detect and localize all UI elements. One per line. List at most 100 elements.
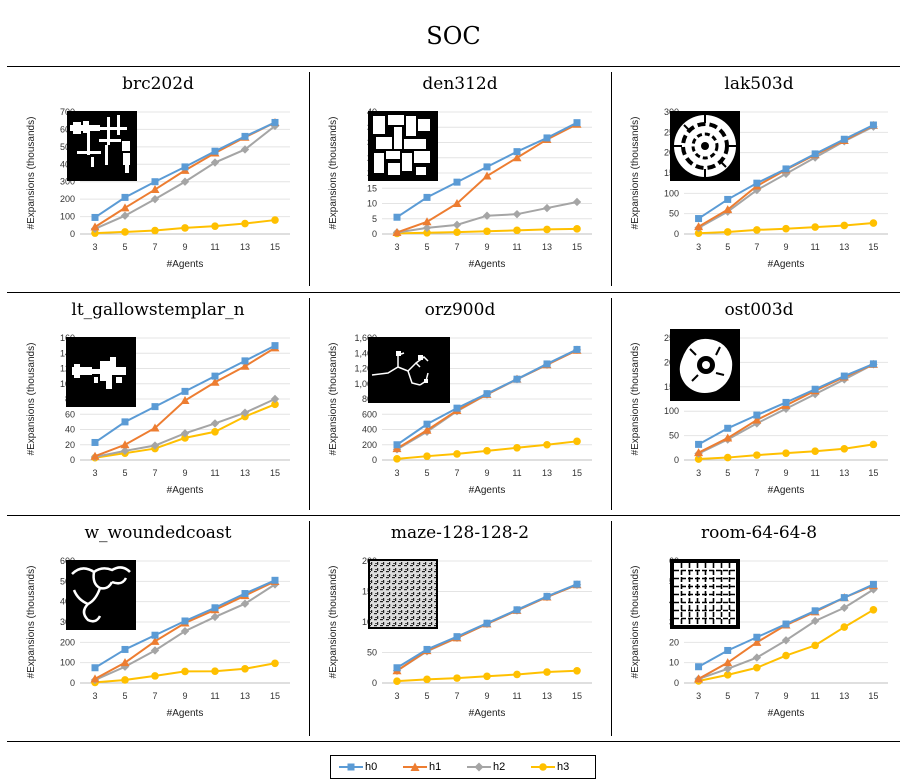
data-point-h3	[393, 455, 401, 463]
data-point-h3	[753, 451, 761, 459]
data-point-h3	[840, 221, 849, 230]
y-tick-label: 1,200	[354, 364, 377, 374]
x-tick-label: 13	[839, 691, 849, 701]
data-point-h0	[453, 633, 461, 641]
x-tick-label: 15	[868, 691, 878, 701]
data-point-h1	[512, 153, 522, 162]
y-axis-label: #Expansions (thousands)	[328, 566, 339, 679]
data-point-h2	[270, 394, 280, 404]
x-tick-label: 3	[696, 691, 701, 701]
y-tick-label: 50	[669, 209, 679, 219]
data-point-h3	[181, 434, 189, 442]
data-point-h3	[573, 437, 581, 446]
x-tick-label: 9	[484, 468, 489, 478]
map-thumbnail-maze-128-128-2	[368, 559, 438, 629]
data-point-h3	[241, 664, 249, 673]
chart-lak503d: 0501001502002503003579111315#Agents#Expa…	[630, 107, 888, 270]
y-tick-label: 0	[674, 229, 679, 239]
data-point-h3	[211, 427, 219, 436]
x-axis-label: #Agents	[768, 708, 805, 719]
data-point-h0	[91, 664, 99, 672]
data-point-h0	[423, 420, 431, 428]
x-tick-label: 5	[122, 468, 127, 478]
panel-brc202d: brc202d 01002003004005006007003579111315…	[10, 70, 306, 290]
data-point-h0	[211, 147, 219, 155]
x-tick-label: 5	[725, 468, 730, 478]
x-tick-label: 15	[868, 242, 878, 252]
x-tick-label: 11	[810, 242, 819, 252]
x-tick-label: 7	[454, 242, 459, 252]
series-h0	[695, 121, 877, 223]
column-divider-3	[309, 298, 310, 510]
series-h3	[694, 219, 878, 237]
series-line-h2	[94, 398, 276, 458]
x-tick-label: 3	[394, 242, 399, 252]
chart-orz900d: 02004006008001,0001,2001,4001,6003579111…	[328, 333, 592, 496]
data-point-h3	[840, 444, 849, 453]
y-tick-label: 300	[60, 177, 75, 187]
panel-title: room-64-64-8	[700, 523, 818, 543]
x-tick-label: 5	[725, 242, 730, 252]
data-point-h1	[723, 658, 733, 667]
data-point-h3	[91, 229, 99, 237]
y-tick-label: 1,600	[354, 333, 377, 343]
map-thumbnail-orz900d	[368, 337, 450, 403]
data-point-h0	[393, 213, 401, 221]
x-tick-label: 3	[696, 468, 701, 478]
data-point-h0	[695, 663, 703, 671]
x-tick-label: 7	[454, 691, 459, 701]
x-tick-label: 7	[754, 691, 759, 701]
data-point-h3	[121, 676, 129, 684]
row-divider-2	[7, 515, 900, 516]
data-point-h2	[120, 211, 130, 220]
data-point-h3	[121, 228, 129, 236]
y-tick-label: 10	[367, 199, 377, 209]
x-tick-label: 9	[484, 242, 489, 252]
x-tick-label: 11	[210, 468, 219, 478]
data-point-h2	[210, 612, 220, 622]
data-point-h1	[752, 637, 762, 646]
data-point-h3	[423, 675, 431, 684]
panel-title: maze-128-128-2	[390, 523, 530, 543]
data-point-h0	[573, 580, 581, 588]
data-point-h0	[181, 163, 189, 171]
series-h0	[91, 342, 279, 446]
panel-title: orz900d	[424, 300, 496, 320]
x-tick-label: 7	[152, 242, 157, 252]
y-axis-label: #Expansions (thousands)	[630, 343, 641, 456]
x-tick-label: 15	[572, 242, 582, 252]
series-h0	[393, 580, 581, 672]
data-point-h0	[782, 165, 790, 173]
data-point-h0	[393, 664, 401, 672]
data-point-h1	[90, 222, 100, 231]
data-point-h0	[453, 178, 461, 186]
x-tick-label: 5	[122, 691, 127, 701]
y-tick-label: 1,400	[354, 348, 377, 358]
data-point-h3	[211, 667, 219, 676]
x-tick-label: 13	[839, 242, 849, 252]
data-point-h2	[120, 662, 130, 671]
x-axis-label: #Agents	[768, 259, 805, 270]
data-point-h0	[151, 178, 159, 186]
data-point-h3	[483, 447, 491, 455]
y-axis-label: #Expansions (thousands)	[26, 117, 37, 230]
y-tick-label: 100	[60, 658, 75, 668]
data-point-h0	[869, 121, 877, 129]
x-tick-label: 13	[240, 468, 250, 478]
data-point-h1	[150, 185, 160, 194]
data-point-h1	[120, 658, 130, 667]
x-tick-label: 3	[696, 242, 701, 252]
x-tick-label: 9	[182, 468, 187, 478]
data-point-h3	[694, 229, 703, 237]
x-tick-label: 13	[240, 691, 250, 701]
top-rule	[7, 66, 900, 67]
y-tick-label: 100	[664, 406, 679, 416]
data-point-h1	[422, 425, 432, 434]
x-tick-label: 3	[394, 468, 399, 478]
y-tick-label: 0	[70, 229, 75, 239]
data-point-h0	[271, 118, 279, 126]
panel-title: den312d	[422, 74, 498, 94]
x-axis-label: #Agents	[469, 259, 506, 270]
data-point-h3	[840, 623, 849, 631]
data-point-h1	[150, 423, 160, 432]
